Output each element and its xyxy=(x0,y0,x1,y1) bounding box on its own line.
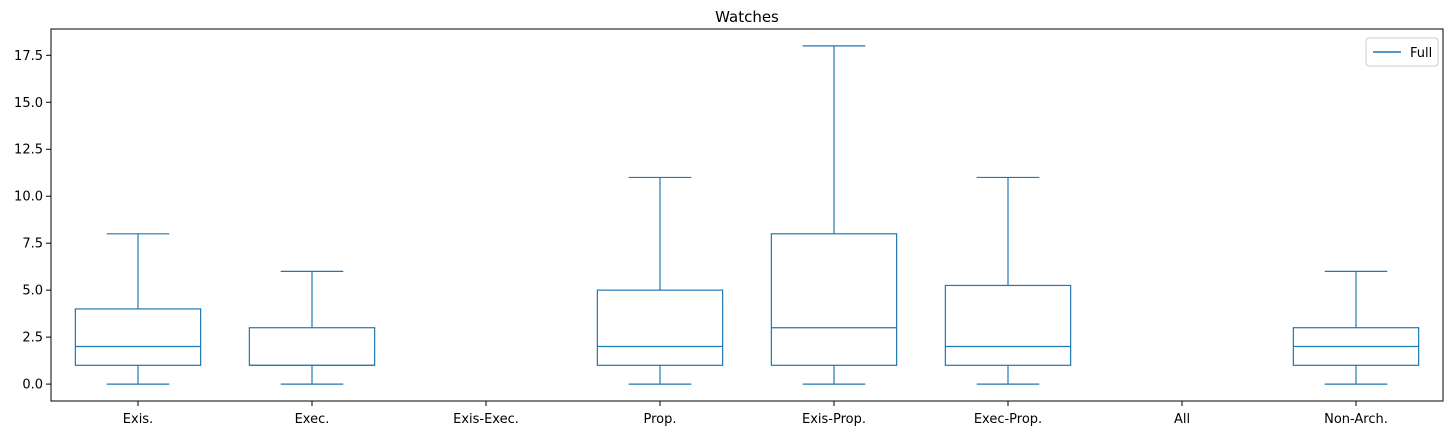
y-tick-label: 15.0 xyxy=(14,96,43,111)
chart-title: Watches xyxy=(715,8,779,26)
y-tick-label: 12.5 xyxy=(14,143,43,158)
plot-frame xyxy=(50,28,1444,402)
box-group xyxy=(770,45,898,385)
x-tick-label: Exec-Prop. xyxy=(974,412,1042,427)
box-group xyxy=(1292,270,1420,385)
box-group xyxy=(944,176,1072,385)
boxes-layer xyxy=(74,45,1420,385)
legend: Full xyxy=(1365,37,1439,67)
box-iqr xyxy=(596,289,724,366)
legend-label-full: Full xyxy=(1410,46,1432,61)
y-tick-label: 7.5 xyxy=(22,237,43,252)
x-tick-label: Prop. xyxy=(643,412,676,427)
box-iqr xyxy=(74,308,202,366)
y-tick-label: 5.0 xyxy=(22,284,43,299)
y-tick-label: 10.0 xyxy=(14,190,43,205)
x-tick-label: All xyxy=(1174,412,1190,427)
box-iqr xyxy=(944,284,1072,366)
x-tick-label: Non-Arch. xyxy=(1324,412,1388,427)
box-group xyxy=(74,233,202,385)
box-group xyxy=(596,176,724,385)
x-tick-label: Exis-Prop. xyxy=(802,412,866,427)
box-iqr xyxy=(248,327,376,366)
x-tick-label: Exec. xyxy=(295,412,330,427)
box-group xyxy=(248,270,376,385)
x-tick-label: Exis-Exec. xyxy=(453,412,519,427)
legend-box xyxy=(1365,37,1439,67)
axes-layer: 0.0 2.5 5.0 7.5 10.0 12.5 15.0 17.5 Exis. Exec. Ex… xyxy=(14,49,1388,427)
y-tick-label: 0.0 xyxy=(22,378,43,393)
box-iqr xyxy=(770,233,898,366)
y-tick-label: 2.5 xyxy=(22,331,43,346)
x-tick-label: Exis. xyxy=(123,412,153,427)
y-tick-label: 17.5 xyxy=(14,49,43,64)
